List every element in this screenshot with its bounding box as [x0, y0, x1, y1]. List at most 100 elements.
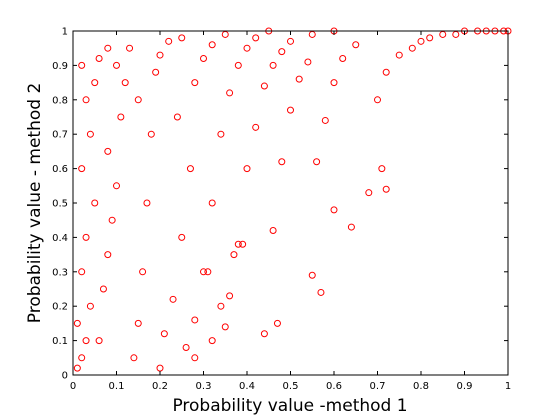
data-point	[91, 79, 99, 87]
data-point	[378, 165, 386, 173]
data-point	[139, 268, 147, 276]
data-point	[191, 354, 199, 362]
data-point	[152, 68, 160, 76]
y-tick-label: 0.6	[52, 164, 68, 175]
data-point	[78, 354, 86, 362]
data-point	[169, 295, 177, 303]
data-point	[287, 37, 294, 45]
x-tick-label: 0.9	[457, 381, 473, 392]
y-tick-label: 0.3	[52, 267, 68, 278]
data-point	[78, 165, 86, 173]
data-point	[417, 37, 425, 45]
data-point	[95, 337, 103, 345]
data-point	[73, 364, 81, 372]
data-point	[208, 41, 216, 49]
y-ticks-layer: 0 0.1 0.2 0.3 0.4 0.5 0.6 0.7 0.8 0.9 1	[52, 27, 508, 382]
data-point	[221, 323, 229, 331]
points-layer	[73, 27, 512, 372]
data-point	[160, 330, 168, 338]
y-tick-label: 0	[62, 371, 68, 382]
x-tick-label: 0.3	[196, 381, 212, 392]
data-point	[347, 223, 355, 231]
data-point	[104, 147, 112, 155]
data-point	[130, 354, 138, 362]
data-point	[82, 96, 90, 104]
data-point	[321, 116, 329, 124]
data-point	[269, 227, 277, 235]
data-point	[260, 330, 268, 338]
data-point	[382, 185, 390, 193]
x-tick-label: 0.4	[239, 381, 255, 392]
data-point	[78, 61, 86, 69]
data-point	[226, 292, 234, 300]
data-point	[217, 302, 225, 310]
data-point	[273, 319, 281, 327]
y-tick-label: 0.9	[52, 61, 68, 72]
data-point	[182, 343, 190, 351]
data-point	[260, 82, 268, 90]
data-point	[252, 34, 260, 42]
x-tick-label: 0.8	[413, 381, 429, 392]
x-tick-label: 1	[505, 381, 511, 392]
data-point	[121, 79, 129, 87]
data-point	[304, 58, 312, 66]
data-point	[191, 316, 199, 324]
data-point	[95, 55, 103, 63]
data-point	[143, 199, 151, 207]
x-tick-label: 0.2	[152, 381, 168, 392]
data-point	[352, 41, 360, 49]
data-point	[200, 268, 207, 276]
data-point	[134, 319, 142, 327]
data-point	[243, 165, 251, 173]
x-axis-label: Probability value -method 1	[172, 396, 407, 416]
data-point	[73, 319, 81, 327]
data-point	[99, 285, 107, 293]
data-point	[308, 271, 316, 279]
data-point	[374, 96, 381, 104]
y-tick-label: 0.2	[52, 302, 68, 313]
data-point	[278, 158, 286, 166]
data-point	[86, 302, 94, 310]
data-point	[408, 44, 416, 52]
y-tick-label: 0.7	[52, 130, 68, 141]
data-point	[230, 251, 238, 259]
data-point	[113, 182, 120, 190]
data-point	[317, 288, 325, 296]
data-point	[252, 123, 260, 131]
x-ticks-layer: 0 0.1 0.2 0.3 0.4 0.5 0.6 0.7 0.8 0.9 1	[70, 31, 511, 392]
data-point	[82, 233, 90, 241]
data-point	[217, 130, 225, 138]
data-point	[134, 96, 142, 104]
data-point	[104, 251, 112, 259]
data-point	[165, 37, 173, 45]
data-point	[178, 34, 186, 42]
data-point	[239, 240, 247, 248]
data-point	[269, 61, 277, 69]
data-point	[426, 34, 434, 42]
data-point	[365, 189, 373, 197]
data-point	[178, 233, 186, 241]
data-point	[126, 44, 134, 52]
data-point	[278, 48, 286, 56]
data-point	[395, 51, 403, 59]
data-point	[113, 61, 120, 69]
y-tick-label: 0.4	[52, 233, 68, 244]
data-point	[313, 158, 321, 166]
data-point	[173, 113, 181, 121]
data-point	[186, 165, 194, 173]
data-point	[330, 79, 338, 87]
data-point	[287, 106, 294, 114]
data-point	[117, 113, 125, 121]
y-tick-label: 0.5	[52, 199, 68, 210]
data-point	[382, 68, 390, 76]
x-tick-label: 0.5	[283, 381, 299, 392]
x-tick-label: 0.7	[370, 381, 386, 392]
y-axis-label: Probability value - method 2	[25, 83, 45, 324]
data-point	[295, 75, 303, 83]
data-point	[234, 240, 242, 248]
x-tick-label: 0.1	[109, 381, 125, 392]
data-point	[204, 268, 212, 276]
data-point	[78, 268, 86, 276]
data-point	[147, 130, 155, 138]
